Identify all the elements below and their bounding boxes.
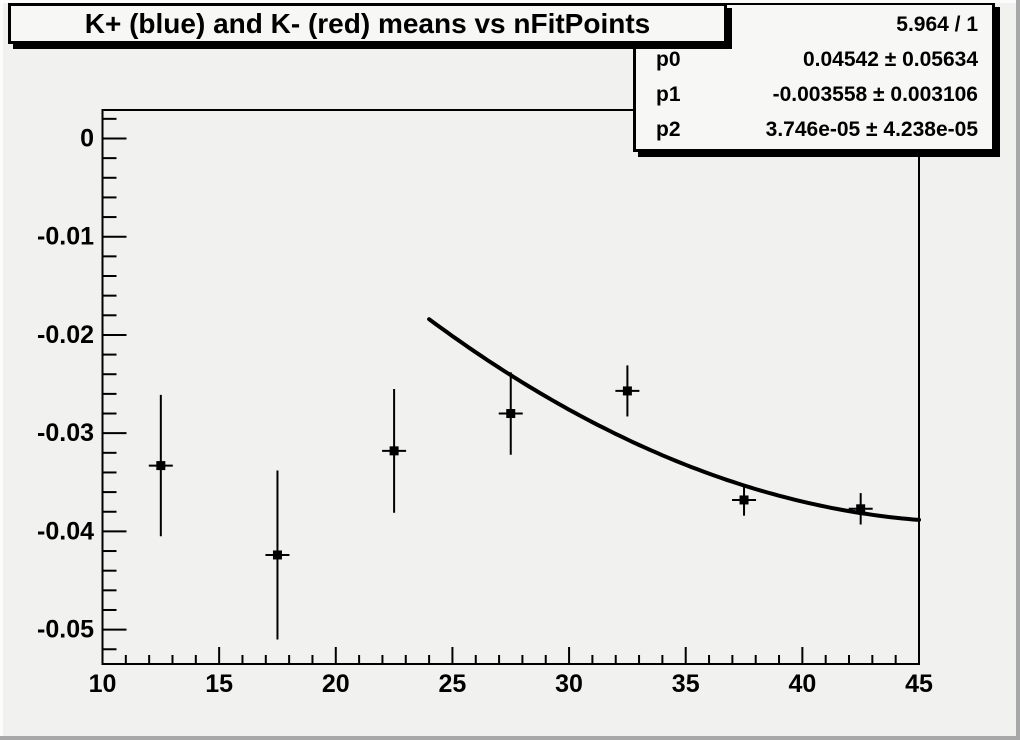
stats-row-p2: p2 3.746e-05 ± 4.238e-05 (636, 112, 992, 147)
stats-p0-value: 0.04542 ± 0.05634 (802, 48, 978, 71)
svg-text:-0.05: -0.05 (37, 616, 94, 644)
data-marker (739, 495, 749, 505)
fit-curve (427, 317, 921, 522)
svg-text:-0.02: -0.02 (37, 321, 94, 349)
svg-text:-0.01: -0.01 (37, 223, 94, 251)
data-marker (856, 504, 866, 514)
svg-text:30: 30 (555, 670, 583, 698)
stats-chi2-value: 5.964 / 1 (896, 13, 978, 36)
data-marker (506, 409, 516, 419)
svg-text:25: 25 (439, 670, 467, 698)
data-marker (156, 461, 166, 471)
svg-text:-0.03: -0.03 (37, 419, 94, 447)
svg-text:10: 10 (89, 670, 117, 698)
x-axis: 10 15 20 25 30 35 40 45 (89, 647, 933, 698)
canvas-bevel-right (1016, 0, 1020, 740)
svg-text:20: 20 (322, 670, 350, 698)
stats-p1-label: p1 (656, 83, 681, 106)
stats-row-p1: p1 -0.003558 ± 0.003106 (636, 77, 992, 112)
stats-row-p0: p0 0.04542 ± 0.05634 (636, 42, 992, 77)
canvas-bevel-bottom (0, 736, 1020, 740)
svg-text:15: 15 (205, 670, 233, 698)
canvas-bevel-left (0, 0, 3, 740)
plot-frame (101, 109, 920, 665)
canvas-bevel-top (0, 0, 1020, 3)
data-marker (389, 446, 399, 456)
svg-text:40: 40 (788, 670, 816, 698)
svg-text:35: 35 (672, 670, 700, 698)
stats-row-chi2: 5.964 / 1 (636, 7, 992, 42)
data-points (148, 365, 873, 640)
svg-text:-0.04: -0.04 (37, 517, 94, 545)
stats-p1-value: -0.003558 ± 0.003106 (772, 83, 978, 106)
stats-p2-value: 3.746e-05 ± 4.238e-05 (765, 118, 978, 141)
data-marker (272, 550, 282, 560)
data-marker (622, 386, 632, 396)
svg-text:0: 0 (80, 124, 94, 152)
y-axis: 0 -0.01 -0.02 -0.03 -0.04 -0.05 (37, 117, 127, 651)
title-box: K+ (blue) and K- (red) means vs nFitPoin… (8, 3, 727, 44)
stats-p0-label: p0 (656, 48, 681, 71)
stats-p2-label: p2 (656, 118, 681, 141)
svg-text:45: 45 (905, 670, 933, 698)
chart-title: K+ (blue) and K- (red) means vs nFitPoin… (84, 7, 651, 39)
